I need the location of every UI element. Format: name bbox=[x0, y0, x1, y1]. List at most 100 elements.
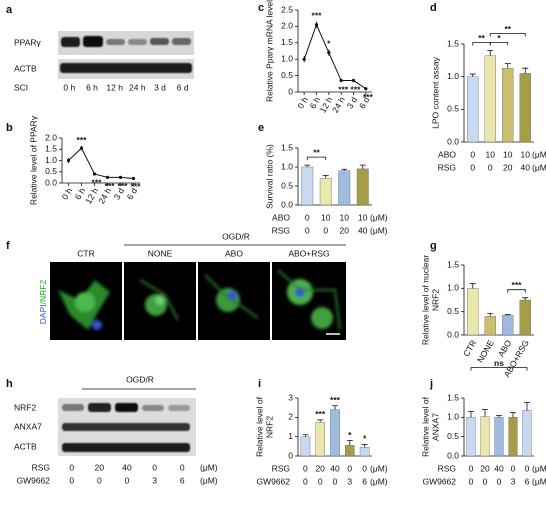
error-bar bbox=[504, 63, 511, 69]
condition-value: 3 bbox=[511, 476, 516, 486]
significance-bracket bbox=[489, 42, 509, 46]
blot-row-label: ACTB bbox=[14, 63, 37, 73]
condition-name: RSG bbox=[272, 225, 290, 235]
condition-value: 10 bbox=[321, 212, 331, 222]
condition-value: 20 bbox=[480, 463, 490, 473]
condition-value: 6 bbox=[180, 475, 185, 485]
condition-value: 0 bbox=[488, 162, 493, 172]
point bbox=[66, 158, 71, 163]
error-bar bbox=[304, 164, 311, 167]
y-tick-label: 0.0 bbox=[447, 450, 459, 460]
bar bbox=[467, 76, 479, 143]
error-bar bbox=[482, 409, 488, 417]
condition-value: 0 bbox=[470, 162, 475, 172]
condition-name: RSG bbox=[438, 463, 456, 473]
y-tick-label: 1.5 bbox=[45, 144, 57, 154]
bar bbox=[480, 416, 490, 457]
significance: *** bbox=[118, 181, 129, 191]
y-tick-label: 0.5 bbox=[281, 180, 293, 190]
condition-value: 0 bbox=[525, 463, 530, 473]
condition-value: 3 bbox=[347, 476, 352, 486]
condition-value: 10 bbox=[358, 212, 368, 222]
y-tick-label: 0.0 bbox=[281, 199, 293, 209]
significance: *** bbox=[315, 409, 326, 419]
y-axis-label: Relative Pparγ mRNA level bbox=[264, 0, 274, 102]
significance: ** bbox=[313, 147, 320, 157]
blot-axis-label: SCI bbox=[14, 82, 28, 92]
significance: * bbox=[327, 39, 331, 49]
bar bbox=[315, 421, 325, 457]
condition-value: 40 bbox=[122, 462, 132, 472]
condition-unit: (μM) bbox=[370, 212, 388, 222]
condition-value: 10 bbox=[503, 149, 513, 159]
y-tick-label: 1.0 bbox=[447, 412, 459, 422]
image-label: ABO bbox=[225, 248, 243, 258]
condition-value: 3 bbox=[152, 475, 157, 485]
error-bar bbox=[341, 168, 348, 171]
point bbox=[105, 175, 110, 179]
image-label: CTR bbox=[77, 248, 94, 258]
condition-value: 10 bbox=[340, 212, 350, 222]
condition-value: 20 bbox=[95, 462, 105, 472]
condition-name: RSG bbox=[272, 463, 290, 473]
significance: *** bbox=[312, 11, 323, 21]
significance: *** bbox=[131, 182, 142, 192]
lane-label: 12 h bbox=[106, 82, 123, 92]
condition-value: 0 bbox=[323, 225, 328, 235]
significance: *** bbox=[105, 181, 116, 191]
condition-value: 0 bbox=[497, 476, 502, 486]
bar bbox=[300, 436, 311, 457]
panel-letter: a bbox=[6, 4, 13, 16]
significance-bracket bbox=[489, 33, 526, 37]
condition-unit: (μM) bbox=[532, 463, 546, 473]
y-tick-label: 1.5 bbox=[447, 38, 459, 48]
panel-letter: d bbox=[430, 2, 437, 14]
y-tick-label: 1 bbox=[288, 431, 293, 441]
condition-value: 0 bbox=[511, 463, 516, 473]
condition-value: 20 bbox=[315, 463, 325, 473]
condition-name: RSG bbox=[438, 162, 456, 172]
image-label: NONE bbox=[148, 248, 173, 258]
point bbox=[92, 172, 97, 176]
condition-name: GW9662 bbox=[16, 475, 50, 485]
lane-label: 24 h bbox=[129, 82, 146, 92]
error-bar bbox=[317, 419, 324, 423]
condition-value: 0 bbox=[470, 149, 475, 159]
y-axis-label: Relative level of nuclear bbox=[420, 255, 430, 345]
significance: *** bbox=[330, 395, 341, 405]
y-axis-label: NRF2 bbox=[430, 289, 440, 311]
error-bar bbox=[522, 67, 529, 74]
y-tick-label: 3 bbox=[288, 392, 293, 402]
condition-value: 0 bbox=[303, 463, 308, 473]
condition-value: 0 bbox=[469, 463, 474, 473]
significance: *** bbox=[338, 84, 349, 94]
blot-row-label: PPARγ bbox=[14, 37, 42, 47]
y-tick-label: 1.0 bbox=[447, 71, 459, 81]
group-label: OGD/R bbox=[222, 231, 250, 241]
condition-name: GW9662 bbox=[256, 476, 290, 486]
condition-value: 40 bbox=[494, 463, 504, 473]
y-tick-label: 1.0 bbox=[281, 53, 293, 63]
blot-row-label: NRF2 bbox=[14, 402, 36, 412]
y-axis-label: Relative level of bbox=[420, 396, 430, 457]
y-tick-label: 0.0 bbox=[45, 177, 57, 187]
bar bbox=[466, 417, 476, 457]
bar bbox=[519, 299, 531, 336]
significance: *** bbox=[351, 84, 362, 94]
panel-letter: i bbox=[258, 378, 261, 390]
y-tick-label: 1.5 bbox=[281, 37, 293, 47]
panel-letter: j bbox=[429, 378, 433, 390]
condition-unit: (μM) bbox=[532, 476, 546, 486]
significance-bracket bbox=[507, 289, 526, 293]
western-blot bbox=[58, 398, 196, 456]
bar bbox=[359, 447, 370, 457]
blot-row-label: ACTB bbox=[14, 441, 37, 451]
x-tick-label: NONE bbox=[475, 338, 496, 365]
lane-label: 0 h bbox=[63, 82, 75, 92]
point bbox=[364, 87, 368, 91]
y-axis-label: Survival ratio (%) bbox=[264, 144, 274, 209]
y-tick-label: 0.5 bbox=[447, 431, 459, 441]
y-axis-label: NRF2 bbox=[264, 416, 274, 438]
bar bbox=[467, 288, 479, 336]
condition-unit: (μM) bbox=[532, 149, 546, 159]
